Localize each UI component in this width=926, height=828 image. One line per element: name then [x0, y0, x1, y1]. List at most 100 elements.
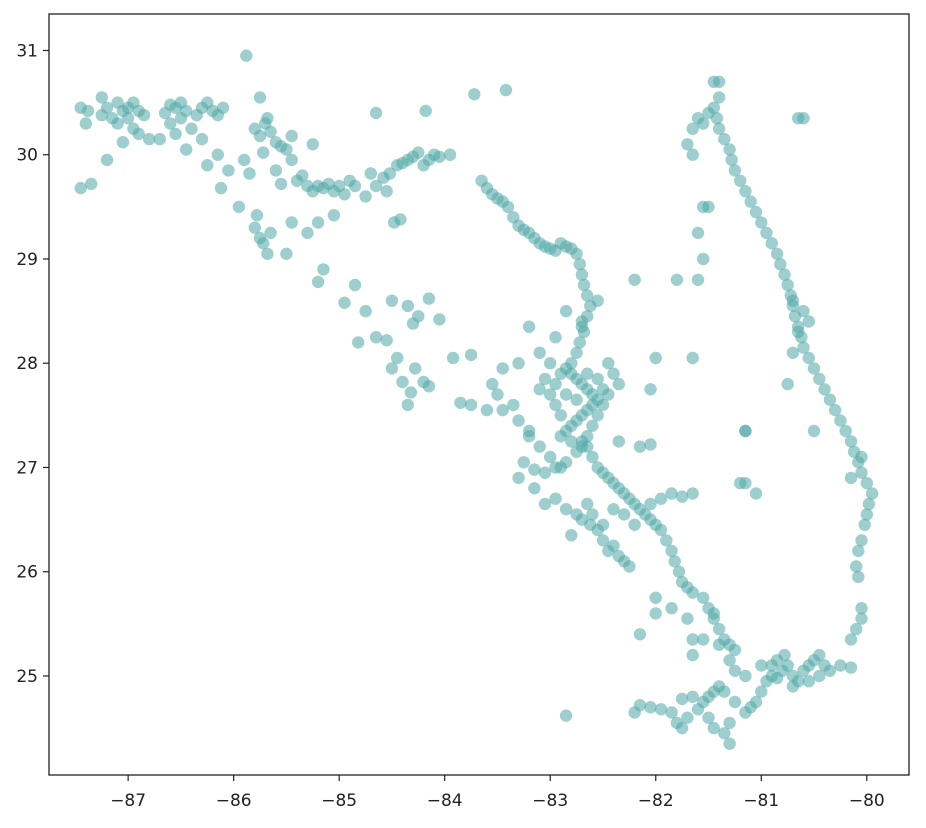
- scatter-point: [573, 336, 586, 349]
- scatter-point: [137, 108, 151, 122]
- scatter-point: [718, 727, 731, 740]
- scatter-point: [628, 273, 641, 286]
- scatter-point: [74, 181, 87, 195]
- scatter-point: [538, 466, 552, 479]
- scatter-point: [253, 129, 267, 143]
- scatter-point: [391, 351, 404, 365]
- x-tick-label: −84: [427, 791, 463, 811]
- scatter-point: [243, 167, 256, 180]
- scatter-point: [723, 143, 736, 156]
- scatter-point: [675, 490, 689, 503]
- scatter-point: [81, 104, 95, 118]
- x-tick-label: −80: [849, 791, 885, 811]
- scatter-point: [586, 419, 599, 432]
- scatter-point: [781, 278, 794, 292]
- scatter-point: [533, 346, 546, 359]
- scatter-point: [813, 372, 826, 386]
- scatter-point: [681, 612, 694, 625]
- scatter-point: [781, 377, 794, 391]
- scatter-point: [143, 132, 156, 146]
- scatter-point: [274, 177, 288, 191]
- scatter-point: [581, 497, 594, 511]
- scatter-point: [522, 424, 536, 438]
- scatter-point: [565, 529, 578, 542]
- scatter-point: [164, 98, 177, 111]
- scatter-point: [443, 148, 457, 161]
- scatter-point: [261, 112, 274, 125]
- scatter-point: [348, 278, 362, 292]
- scatter-point: [697, 252, 710, 266]
- scatter-point: [823, 393, 837, 406]
- scatter-point: [454, 396, 467, 409]
- scatter-point: [802, 351, 815, 365]
- scatter-point: [464, 398, 478, 412]
- scatter-point: [554, 409, 567, 422]
- scatter-point: [380, 185, 393, 198]
- scatter-point: [406, 317, 420, 330]
- scatter-point: [813, 648, 826, 662]
- scatter-point: [385, 294, 399, 307]
- scatter-point: [554, 430, 567, 443]
- scatter-point: [216, 101, 230, 115]
- scatter-point: [404, 386, 418, 399]
- scatter-point: [686, 351, 699, 365]
- scatter-point: [728, 164, 742, 177]
- scatter-point: [654, 703, 668, 716]
- scatter-point: [327, 209, 341, 222]
- scatter-point: [195, 132, 209, 146]
- scatter-point: [250, 209, 264, 222]
- scatter-point: [544, 450, 557, 464]
- scatter-point: [644, 497, 657, 511]
- scatter-point: [670, 273, 684, 286]
- scatter-point: [712, 75, 726, 89]
- scatter-point: [612, 435, 625, 448]
- scatter-point: [792, 112, 805, 125]
- scatter-point: [544, 357, 557, 370]
- scatter-point: [850, 560, 863, 573]
- scatter-point: [665, 544, 678, 558]
- scatter-point: [675, 721, 689, 735]
- scatter-point: [760, 226, 773, 240]
- scatter-point: [807, 424, 821, 438]
- scatter-point: [728, 643, 742, 657]
- scatter-point: [174, 96, 188, 109]
- scatter-point: [100, 153, 114, 167]
- x-tick-label: −83: [532, 791, 568, 811]
- scatter-point: [581, 289, 594, 302]
- scatter-point: [369, 331, 383, 344]
- x-tick-label: −85: [321, 791, 357, 811]
- scatter-point: [755, 659, 768, 672]
- scatter-point: [802, 675, 815, 688]
- scatter-point: [862, 497, 876, 511]
- scatter-point: [577, 278, 591, 292]
- scatter-point: [707, 607, 720, 620]
- scatter-point: [544, 388, 557, 401]
- scatter-point: [311, 275, 325, 289]
- scatter-point: [280, 247, 293, 260]
- scatter-point: [180, 143, 193, 156]
- scatter-point: [573, 258, 586, 271]
- scatter-point: [612, 377, 625, 391]
- scatter-point: [538, 497, 552, 511]
- scatter-point: [596, 534, 610, 547]
- scatter-point: [394, 213, 407, 226]
- scatter-point: [596, 518, 610, 531]
- scatter-point: [749, 695, 763, 709]
- scatter-point: [565, 435, 578, 448]
- scatter-point: [644, 438, 657, 451]
- scatter-point: [675, 692, 689, 706]
- scatter-point: [602, 388, 615, 401]
- scatter-point: [654, 523, 668, 537]
- scatter-point: [739, 185, 752, 198]
- scatter-point: [581, 367, 594, 380]
- scatter-point: [549, 398, 562, 412]
- scatter-point: [712, 622, 726, 636]
- scatter-point: [591, 294, 604, 307]
- scatter-point: [712, 91, 726, 104]
- y-tick-label: 26: [16, 563, 38, 583]
- scatter-point: [852, 570, 865, 584]
- plot-frame: [48, 13, 910, 776]
- scatter-point: [121, 101, 135, 115]
